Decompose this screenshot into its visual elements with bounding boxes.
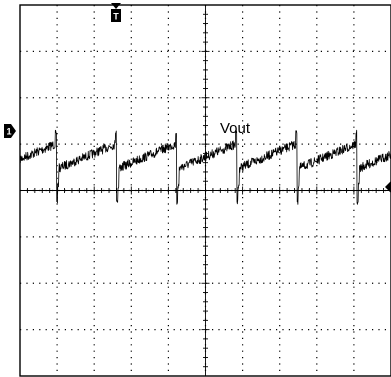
series-line-vout <box>19 129 391 205</box>
grid <box>19 4 391 377</box>
trigger-marker: T <box>111 3 121 22</box>
trigger-level-icon <box>385 181 391 193</box>
plot-frame <box>19 4 391 377</box>
channel-arrow-icon <box>4 124 16 138</box>
channel-label: 1 <box>6 127 11 137</box>
trace-vout <box>19 129 391 205</box>
trigger-box <box>111 9 121 22</box>
trigger-arrow-icon <box>111 3 121 9</box>
series-label-vout: Vout <box>220 120 251 137</box>
trigger-label: T <box>113 12 119 22</box>
channel-marker: 1 <box>4 124 16 138</box>
